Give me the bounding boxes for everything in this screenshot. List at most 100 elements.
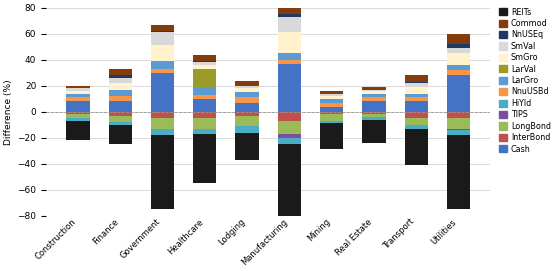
Bar <box>151 46 174 61</box>
Bar <box>320 124 344 150</box>
Bar <box>235 116 259 126</box>
Bar <box>447 135 470 209</box>
Bar <box>235 86 259 88</box>
Bar <box>278 17 301 33</box>
Bar <box>109 116 132 122</box>
Bar <box>447 48 470 53</box>
Bar <box>405 82 428 83</box>
Bar <box>109 83 132 90</box>
Bar <box>447 70 470 75</box>
Bar <box>447 130 470 135</box>
Bar <box>193 118 216 129</box>
Bar <box>235 98 259 103</box>
Bar <box>66 101 89 112</box>
Bar <box>278 33 301 53</box>
Bar <box>405 75 428 82</box>
Bar <box>151 61 174 62</box>
Bar <box>66 93 89 98</box>
Y-axis label: Difference (%): Difference (%) <box>4 79 13 144</box>
Bar <box>193 134 216 183</box>
Bar <box>66 112 89 114</box>
Bar <box>151 112 174 118</box>
Bar <box>447 53 470 65</box>
Bar <box>151 33 174 46</box>
Bar <box>405 129 428 165</box>
Bar <box>278 14 301 17</box>
Bar <box>362 101 386 112</box>
Bar <box>193 69 216 88</box>
Bar <box>278 8 301 14</box>
Bar <box>66 88 89 91</box>
Bar <box>320 93 344 96</box>
Bar <box>151 25 174 31</box>
Bar <box>66 91 89 93</box>
Bar <box>109 75 132 78</box>
Bar <box>362 87 386 90</box>
Bar <box>193 65 216 69</box>
Bar <box>66 114 89 118</box>
Bar <box>320 91 344 93</box>
Bar <box>362 120 386 143</box>
Bar <box>193 129 216 134</box>
Bar <box>235 103 259 112</box>
Bar <box>151 69 174 73</box>
Bar <box>109 90 132 96</box>
Bar <box>362 114 386 117</box>
Bar <box>151 118 174 129</box>
Bar <box>151 31 174 33</box>
Bar <box>320 107 344 112</box>
Bar <box>278 138 301 144</box>
Bar <box>235 88 259 92</box>
Bar <box>109 122 132 125</box>
Bar <box>278 60 301 64</box>
Bar <box>66 121 89 140</box>
Bar <box>362 93 386 98</box>
Bar <box>109 96 132 101</box>
Bar <box>405 112 428 118</box>
Bar <box>405 118 428 125</box>
Bar <box>447 44 470 48</box>
Bar <box>193 61 216 62</box>
Bar <box>405 101 428 112</box>
Bar <box>320 121 344 124</box>
Bar <box>193 95 216 99</box>
Bar <box>447 34 470 44</box>
Bar <box>362 91 386 93</box>
Bar <box>109 69 132 75</box>
Bar <box>278 134 301 138</box>
Bar <box>320 96 344 99</box>
Bar <box>278 144 301 233</box>
Bar <box>109 125 132 144</box>
Bar <box>447 129 470 130</box>
Bar <box>151 135 174 209</box>
Bar <box>235 126 259 133</box>
Bar <box>447 118 470 129</box>
Bar <box>447 65 470 70</box>
Bar <box>447 75 470 112</box>
Bar <box>405 93 428 98</box>
Bar <box>278 64 301 112</box>
Bar <box>278 53 301 60</box>
Bar <box>278 112 301 121</box>
Legend: REITs, Commod, NnUSEq, SmVal, SmGro, LarVal, LarGro, NnuUSBd, HiYld, TIPS, LongB: REITs, Commod, NnUSEq, SmVal, SmGro, Lar… <box>499 8 551 154</box>
Bar <box>405 125 428 129</box>
Bar <box>151 73 174 112</box>
Bar <box>320 103 344 107</box>
Bar <box>193 99 216 112</box>
Bar <box>109 78 132 83</box>
Bar <box>66 98 89 101</box>
Bar <box>193 88 216 95</box>
Bar <box>235 92 259 98</box>
Bar <box>362 117 386 120</box>
Bar <box>447 112 470 118</box>
Bar <box>405 98 428 101</box>
Bar <box>235 133 259 160</box>
Bar <box>362 112 386 114</box>
Bar <box>193 62 216 65</box>
Bar <box>320 99 344 103</box>
Bar <box>151 129 174 135</box>
Bar <box>109 101 132 112</box>
Bar <box>193 54 216 61</box>
Bar <box>235 80 259 86</box>
Bar <box>66 86 89 88</box>
